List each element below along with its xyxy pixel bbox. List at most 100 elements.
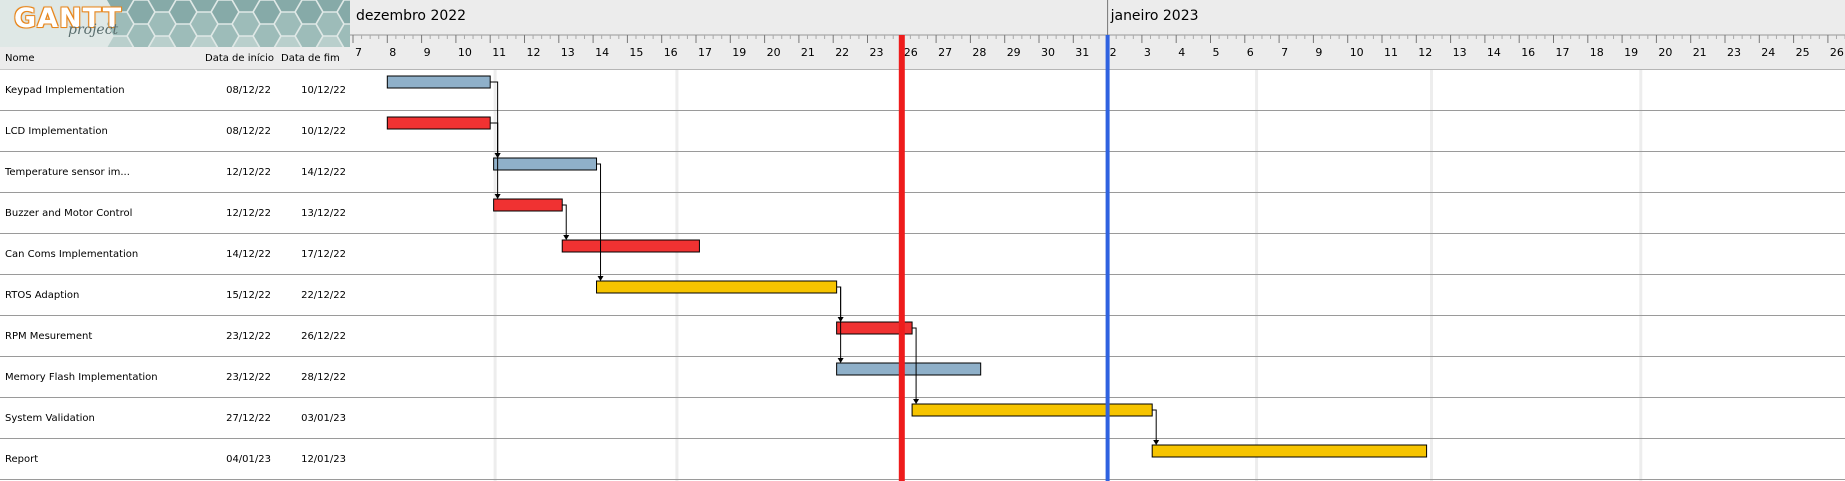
task-end-date: 12/01/23 (301, 454, 346, 465)
day-label: 17 (1556, 46, 1570, 59)
day-label: 12 (527, 46, 541, 59)
task-start-date: 27/12/22 (226, 413, 271, 424)
task-row[interactable]: Keypad Implementation 08/12/22 10/12/22 (0, 70, 350, 111)
gridline (1639, 70, 1643, 481)
logo-hexagon (317, 12, 343, 36)
task-end-date: 17/12/22 (301, 249, 346, 260)
task-end-date: 14/12/22 (301, 167, 346, 178)
task-bar (493, 157, 598, 171)
task-row[interactable]: System Validation 27/12/22 03/01/23 (0, 398, 350, 439)
day-label: 19 (732, 46, 746, 59)
header-name[interactable]: Nome (5, 53, 35, 64)
logo-hexagon (191, 0, 217, 12)
day-label: 14 (595, 46, 609, 59)
day-label: 4 (1178, 46, 1185, 59)
task-bar (386, 116, 491, 130)
task-bar (596, 280, 838, 294)
task-row[interactable]: Can Coms Implementation 14/12/22 17/12/22 (0, 234, 350, 275)
task-row[interactable]: Temperature sensor im... 12/12/22 14/12/22 (0, 152, 350, 193)
logo-hexagon (170, 24, 196, 47)
dependency-arrowhead (597, 276, 604, 281)
day-label: 30 (1041, 46, 1055, 59)
task-name: Report (5, 454, 39, 465)
day-label: 5 (1213, 46, 1220, 59)
task-start-date: 14/12/22 (226, 249, 271, 260)
day-label: 7 (1281, 46, 1288, 59)
day-label: 23 (1727, 46, 1741, 59)
logo-hexagon (191, 12, 217, 36)
task-name: RPM Mesurement (5, 331, 93, 342)
dependency-arrow (490, 122, 499, 195)
header-end[interactable]: Data de fim (281, 53, 340, 64)
task-row[interactable]: Report 04/01/23 12/01/23 (0, 439, 350, 480)
task-end-date: 22/12/22 (301, 290, 346, 301)
gridline (1430, 70, 1434, 481)
day-label: 19 (1624, 46, 1638, 59)
dependency-arrow (836, 286, 842, 318)
logo-hexagon (317, 0, 343, 12)
task-row[interactable]: RPM Mesurement 23/12/22 26/12/22 (0, 316, 350, 357)
header-start[interactable]: Data de início (205, 53, 275, 64)
task-end-date: 28/12/22 (301, 372, 346, 383)
task-row[interactable]: LCD Implementation 08/12/22 10/12/22 (0, 111, 350, 152)
logo-hexagon-pattern (0, 0, 350, 47)
logo-hexagon (107, 0, 133, 12)
day-label: 16 (1521, 46, 1535, 59)
month-label: janeiro 2023 (1110, 8, 1199, 24)
task-bar (1151, 444, 1428, 458)
logo-hexagon (149, 36, 175, 47)
logo-subtitle: project (68, 22, 119, 38)
task-name: Buzzer and Motor Control (5, 208, 133, 219)
day-label: 3 (1144, 46, 1151, 59)
day-label: 20 (767, 46, 781, 59)
task-start-date: 12/12/22 (226, 208, 271, 219)
dependency-arrow (836, 286, 842, 359)
task-bar (386, 75, 491, 89)
logo-hexagon (149, 12, 175, 36)
day-label: 14 (1487, 46, 1501, 59)
dependency-arrowhead (913, 399, 920, 404)
logo-hexagon (233, 0, 259, 12)
day-label: 24 (1761, 46, 1775, 59)
logo-hexagon (149, 0, 175, 12)
day-label: 12 (1418, 46, 1432, 59)
logo-hexagon (296, 24, 322, 47)
task-bar (561, 239, 700, 253)
gantt-chart-canvas: dezembro 2022 janeiro 2023 7 8 9 10 11 12 13 14 15… (350, 0, 1845, 481)
logo-hexagon (317, 36, 343, 47)
day-label: 16 (664, 46, 678, 59)
task-row[interactable]: Memory Flash Implementation 23/12/22 28/12… (0, 357, 350, 398)
day-label: 31 (1075, 46, 1089, 59)
task-start-date: 15/12/22 (226, 290, 271, 301)
task-name: Temperature sensor im... (5, 167, 130, 178)
day-label: 26 (904, 46, 918, 59)
day-label: 25 (1796, 46, 1810, 59)
logo-hexagon (338, 24, 350, 47)
task-bar (836, 362, 982, 376)
task-name: Keypad Implementation (5, 85, 125, 96)
dependency-arrowhead (1153, 440, 1160, 445)
task-name: Memory Flash Implementation (5, 372, 158, 383)
day-label: 17 (698, 46, 712, 59)
day-label: 9 (1315, 46, 1322, 59)
day-label: 9 (424, 46, 431, 59)
day-label: 13 (1453, 46, 1467, 59)
logo-hexagon (275, 12, 301, 36)
task-row[interactable]: Buzzer and Motor Control 12/12/22 13/12/22 (0, 193, 350, 234)
day-label: 2 (1110, 46, 1117, 59)
logo-hexagon (170, 0, 196, 24)
project-marker-line (1105, 35, 1110, 481)
day-label: 15 (629, 46, 643, 59)
task-name: System Validation (5, 413, 95, 424)
day-label: 11 (1384, 46, 1398, 59)
day-label: 11 (492, 46, 506, 59)
logo-hexagon (233, 12, 259, 36)
task-row[interactable]: RTOS Adaption 15/12/22 22/12/22 (0, 275, 350, 316)
logo-hexagon (128, 0, 154, 24)
logo-hexagon (296, 0, 322, 24)
day-label: 18 (1590, 46, 1604, 59)
logo-hexagon (275, 0, 301, 12)
day-label: 28 (972, 46, 986, 59)
day-label: 20 (1658, 46, 1672, 59)
dependency-arrowhead (494, 194, 501, 199)
